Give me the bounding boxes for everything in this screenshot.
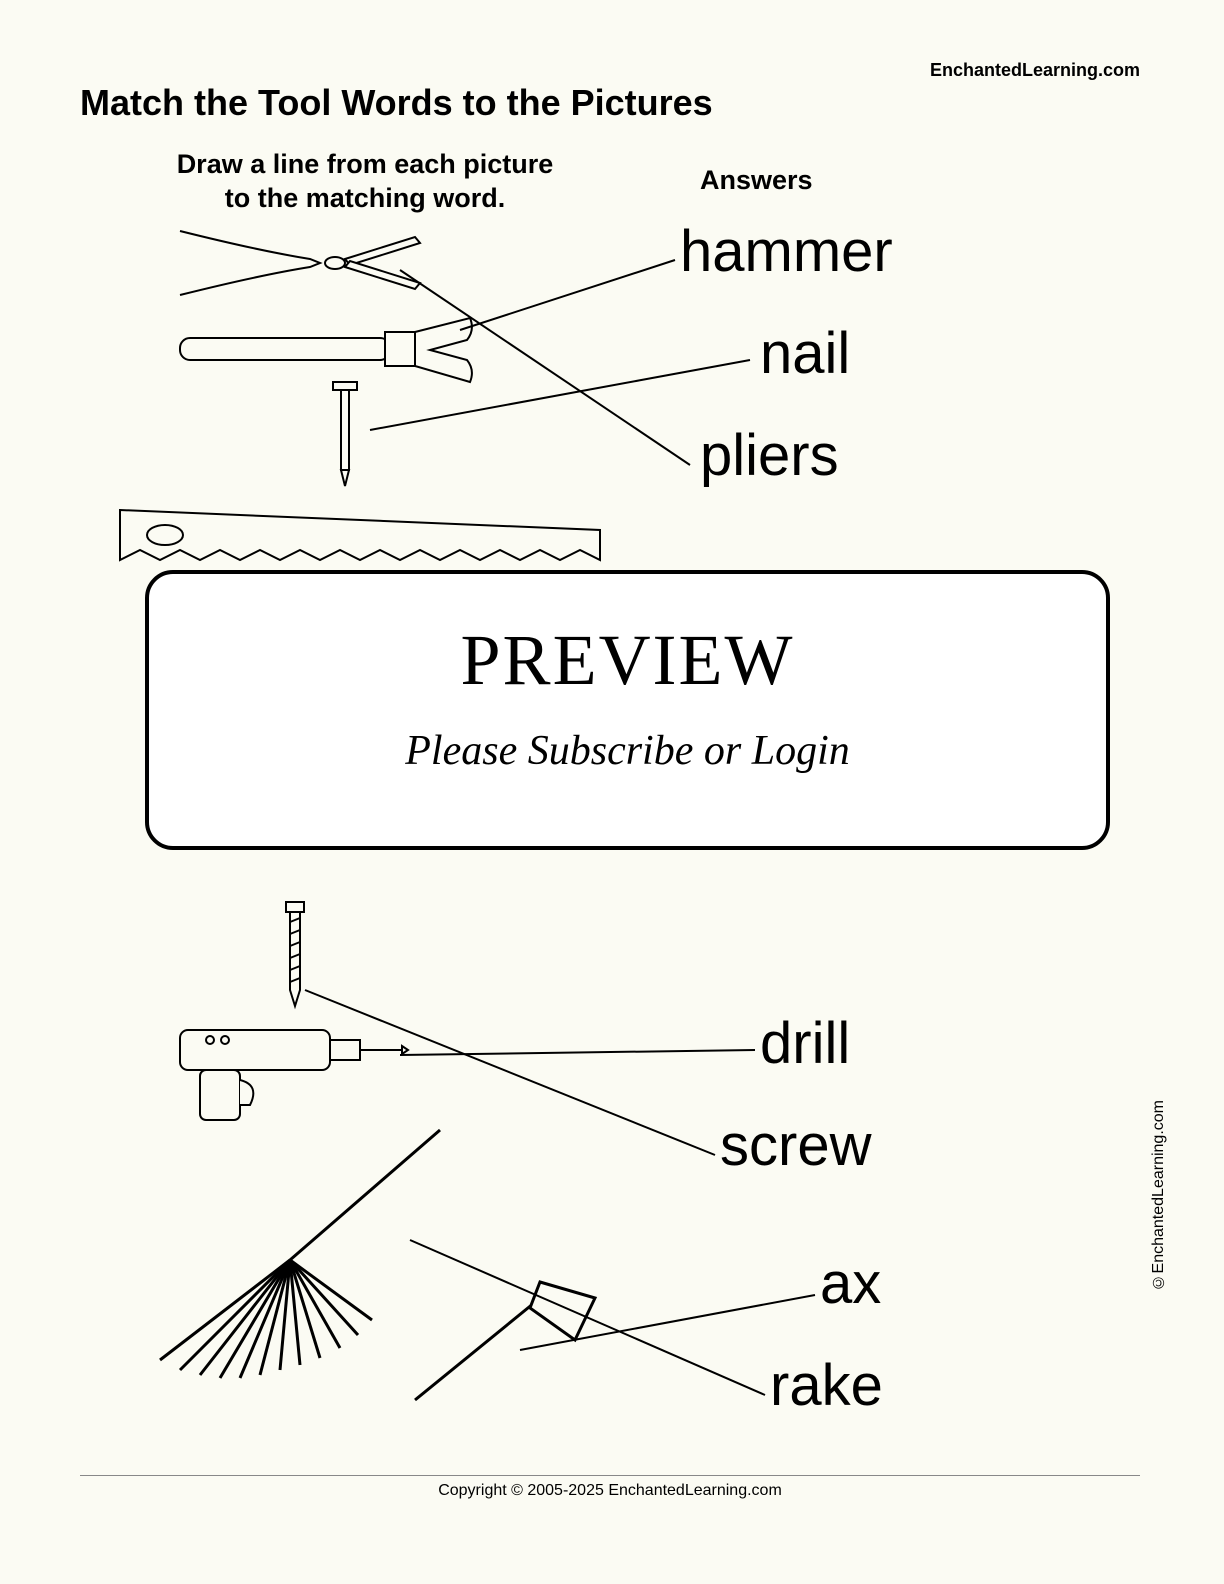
hammer-icon	[175, 310, 475, 390]
word-nail: nail	[760, 320, 850, 387]
ax-icon	[400, 1260, 600, 1410]
screw-icon	[280, 900, 310, 1010]
preview-overlay: PREVIEW Please Subscribe or Login	[145, 570, 1110, 850]
site-name-top: EnchantedLearning.com	[930, 60, 1140, 81]
page-title: Match the Tool Words to the Pictures	[80, 82, 713, 124]
worksheet-page: EnchantedLearning.com Match the Tool Wor…	[80, 70, 1140, 1510]
word-drill: drill	[760, 1010, 850, 1077]
copyright-footer: Copyright © 2005-2025 EnchantedLearning.…	[80, 1475, 1140, 1500]
preview-title: PREVIEW	[149, 619, 1106, 702]
word-screw: screw	[720, 1112, 871, 1179]
word-hammer: hammer	[680, 218, 893, 285]
word-rake: rake	[770, 1352, 883, 1419]
word-ax: ax	[820, 1250, 881, 1317]
preview-subtitle: Please Subscribe or Login	[149, 727, 1106, 775]
side-credit: ©EnchantedLearning.com	[1150, 1100, 1168, 1290]
nail-icon	[325, 380, 365, 490]
word-pliers: pliers	[700, 422, 839, 489]
pliers-icon	[170, 225, 430, 315]
drill-icon	[170, 1010, 410, 1130]
instruction-text: Draw a line from each picture to the mat…	[165, 148, 565, 216]
answers-heading: Answers	[700, 165, 813, 196]
